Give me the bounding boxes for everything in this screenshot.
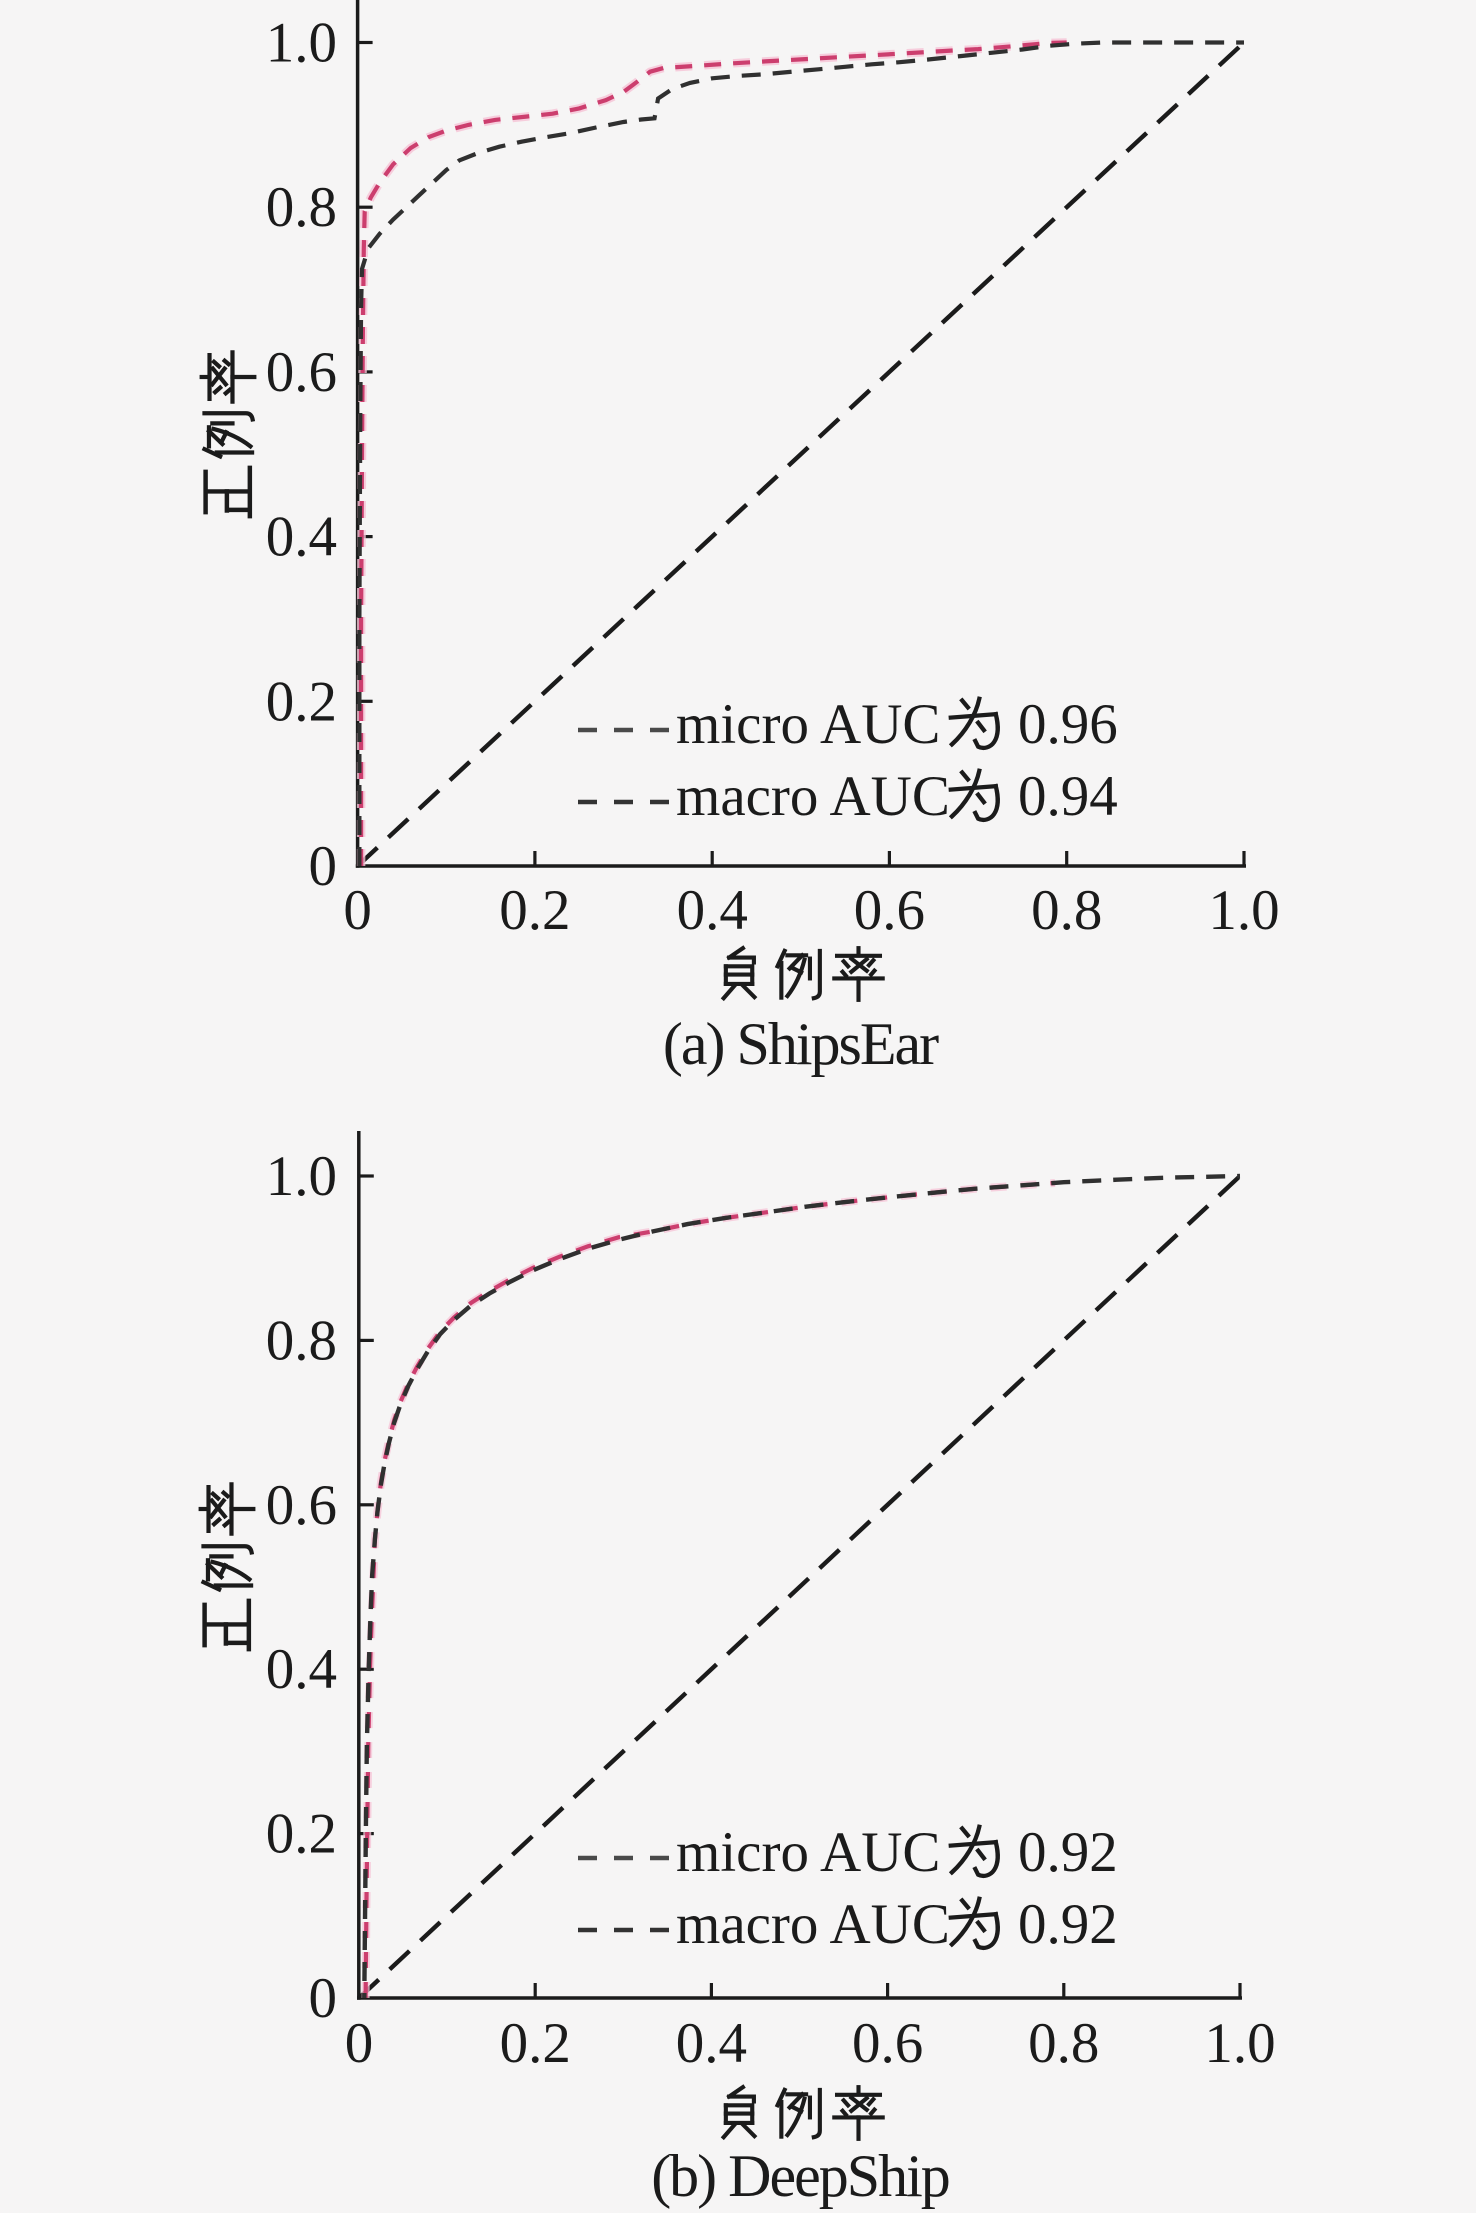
svg-text:0: 0	[309, 1967, 338, 2030]
svg-text:micro AUC: micro AUC	[676, 693, 940, 756]
svg-text:macro AUC: macro AUC	[676, 1893, 950, 1956]
svg-text:0.2: 0.2	[266, 1803, 337, 1866]
svg-text:0.8: 0.8	[1031, 879, 1102, 942]
svg-text:1.0: 1.0	[1208, 879, 1279, 942]
svg-text:0.4: 0.4	[676, 2012, 747, 2075]
svg-text:micro AUC: micro AUC	[676, 1821, 940, 1884]
svg-text:0.6: 0.6	[266, 1474, 337, 1537]
svg-text:0.4: 0.4	[266, 506, 337, 569]
svg-text:1.0: 1.0	[266, 1145, 337, 1208]
svg-text:0.92: 0.92	[1018, 1893, 1118, 1956]
svg-text:0: 0	[343, 879, 372, 942]
svg-text:0.2: 0.2	[266, 670, 337, 733]
svg-text:macro AUC: macro AUC	[676, 765, 950, 828]
svg-text:0.2: 0.2	[499, 879, 570, 942]
svg-text:0.8: 0.8	[266, 176, 337, 239]
svg-text:0: 0	[345, 2012, 374, 2075]
svg-text:1.0: 1.0	[1204, 2012, 1275, 2075]
svg-text:0.6: 0.6	[266, 341, 337, 404]
svg-text:0.92: 0.92	[1018, 1821, 1118, 1884]
svg-text:0.8: 0.8	[266, 1309, 337, 1372]
svg-text:(a) ShipsEar: (a) ShipsEar	[663, 1011, 939, 1077]
svg-text:0.6: 0.6	[854, 879, 925, 942]
svg-text:0.96: 0.96	[1018, 693, 1118, 756]
svg-text:0.6: 0.6	[852, 2012, 923, 2075]
svg-text:(b) DeepShip: (b) DeepShip	[651, 2143, 949, 2209]
svg-text:0.2: 0.2	[500, 2012, 571, 2075]
svg-text:1.0: 1.0	[266, 12, 337, 75]
svg-text:0.94: 0.94	[1018, 765, 1118, 828]
svg-text:0.4: 0.4	[266, 1638, 337, 1701]
svg-text:0.4: 0.4	[677, 879, 748, 942]
svg-text:0.8: 0.8	[1028, 2012, 1099, 2075]
svg-text:0: 0	[309, 835, 338, 898]
